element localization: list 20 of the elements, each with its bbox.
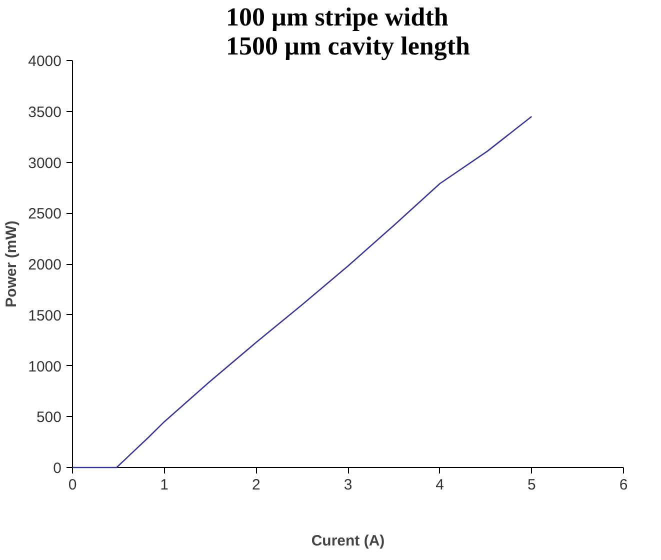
- y-tick-label: 4000: [28, 53, 62, 70]
- y-tick-label: 1500: [28, 307, 62, 324]
- x-tick-label: 2: [252, 476, 260, 494]
- x-tick-label: 1: [160, 476, 169, 494]
- x-tick-label: 0: [68, 476, 77, 494]
- chart-title: 100 µm stripe width 1500 µm cavity length: [226, 2, 470, 60]
- y-tick-label: 0: [53, 460, 62, 477]
- x-tick-label: 3: [344, 476, 352, 494]
- x-axis-title: Curent (A): [311, 532, 385, 550]
- y-tick-label: 1000: [28, 358, 62, 376]
- x-tick-label: 6: [619, 476, 628, 494]
- y-tick-label: 500: [36, 409, 62, 426]
- x-tick-label: 4: [436, 476, 444, 494]
- y-tick-label: 2500: [28, 206, 62, 223]
- y-tick-label: 3000: [28, 154, 62, 172]
- y-axis-title: Power (mW): [3, 220, 20, 308]
- y-tick-label: 3500: [28, 104, 62, 121]
- y-tick-label: 2000: [28, 256, 62, 274]
- x-tick-label: 5: [527, 476, 536, 494]
- line-series: [72, 116, 532, 468]
